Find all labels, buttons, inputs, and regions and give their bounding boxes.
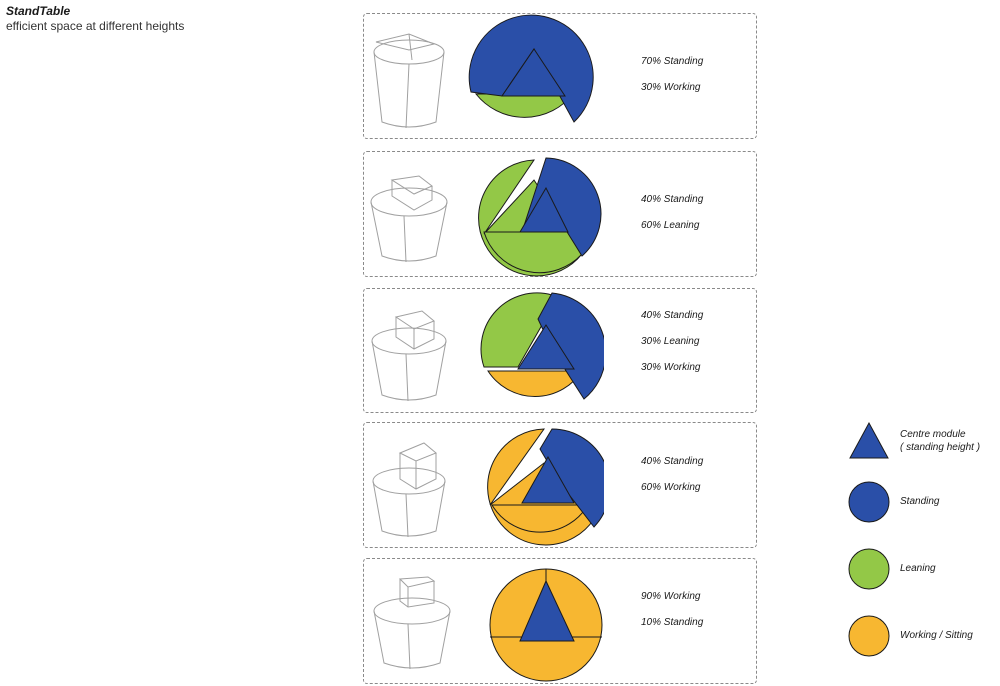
legend-label: Leaning — [900, 563, 936, 574]
config-label: 30% Leaning — [641, 336, 700, 347]
config-label: 40% Standing — [641, 456, 704, 467]
config-label: 70% Standing — [641, 56, 704, 67]
circle-icon — [848, 481, 890, 523]
pie-chart — [487, 428, 604, 546]
triangle-icon — [849, 421, 889, 459]
configuration-labels-4: 40% Standing 60% Working — [641, 456, 703, 508]
config-label: 10% Standing — [641, 617, 704, 628]
pie-chart — [478, 157, 602, 277]
pie-chart — [468, 14, 594, 123]
pie-chart — [489, 568, 603, 682]
configuration-labels-2: 40% Standing 60% Leaning — [641, 194, 703, 246]
configuration-labels-1: 70% Standing 30% Working — [641, 56, 703, 108]
diagram-title: StandTable — [6, 4, 71, 18]
centre-triangle — [517, 324, 575, 370]
working-segment — [487, 370, 583, 398]
table-sketch-icon — [372, 442, 446, 538]
diagram-header: StandTable efficient space at different … — [6, 4, 184, 34]
legend-working-sitting: Working / Sitting — [848, 615, 998, 657]
leaning-lower-segment — [483, 231, 583, 274]
configuration-labels-3: 40% Standing 30% Leaning 30% Working — [641, 310, 703, 388]
table-sketch-icon — [370, 175, 448, 263]
table-sketch-icon — [373, 576, 451, 670]
legend-label: Working / Sitting — [900, 630, 973, 641]
configuration-panel-1: 70% Standing 30% Working — [363, 13, 757, 139]
standing-segment — [521, 157, 602, 257]
configuration-panel-4: 40% Standing 60% Working — [363, 422, 757, 548]
diagram-subtitle: efficient space at different heights — [6, 19, 185, 33]
config-label: 40% Standing — [641, 310, 704, 321]
configuration-panel-2: 40% Standing 60% Leaning — [363, 151, 757, 277]
table-sketch-icon — [371, 310, 447, 402]
working-segment — [474, 93, 575, 118]
config-label: 30% Working — [641, 82, 701, 93]
centre-triangle — [521, 455, 575, 504]
pie-chart — [480, 292, 604, 400]
centre-triangle — [501, 48, 566, 97]
standing-segment — [539, 428, 604, 528]
legend-label: Centre module — [900, 429, 966, 440]
legend-leaning: Leaning — [848, 548, 998, 590]
configuration-labels-5: 90% Working 10% Standing — [641, 591, 703, 643]
configuration-panel-3: 40% Standing 30% Leaning 30% Working — [363, 288, 757, 413]
config-label: 40% Standing — [641, 194, 704, 205]
table-sketch-icon — [373, 33, 445, 129]
config-label: 90% Working — [641, 591, 701, 602]
legend-standing: Standing — [848, 481, 998, 523]
leaning-segment — [480, 292, 553, 368]
centre-triangle — [519, 579, 575, 642]
circle-icon — [848, 548, 890, 590]
standing-segment — [537, 292, 604, 400]
working-lower-segment — [491, 504, 589, 533]
legend-sublabel: ( standing height ) — [900, 442, 981, 453]
config-label: 60% Leaning — [641, 220, 700, 231]
legend-centre-module: Centre module ( standing height ) — [848, 420, 998, 462]
configuration-panel-5: 90% Working 10% Standing — [363, 558, 757, 684]
legend-label: Standing — [900, 496, 940, 507]
circle-icon — [848, 615, 890, 657]
config-label: 30% Working — [641, 362, 701, 373]
config-label: 60% Working — [641, 482, 701, 493]
centre-triangle — [519, 186, 569, 233]
